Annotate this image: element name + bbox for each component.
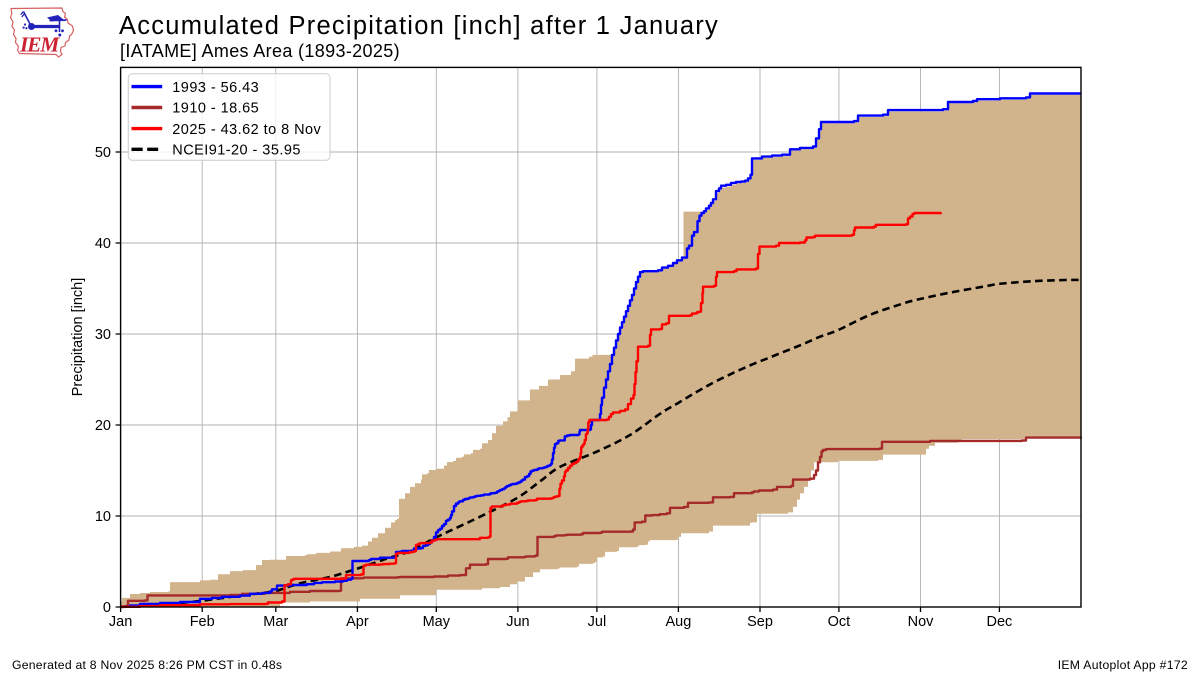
svg-text:Feb: Feb (190, 614, 215, 630)
svg-text:2025 - 43.62 to 8 Nov: 2025 - 43.62 to 8 Nov (172, 122, 321, 138)
svg-text:IEM: IEM (19, 33, 60, 57)
svg-text:NCEI91-20 - 35.95: NCEI91-20 - 35.95 (172, 143, 301, 159)
svg-text:10: 10 (95, 509, 111, 525)
svg-text:Precipitation [inch]: Precipitation [inch] (70, 278, 86, 396)
svg-text:Dec: Dec (987, 614, 1013, 630)
svg-text:50: 50 (95, 145, 111, 161)
svg-text:Jul: Jul (588, 614, 607, 630)
svg-text:1993 - 56.43: 1993 - 56.43 (172, 80, 259, 96)
svg-text:Aug: Aug (665, 614, 691, 630)
svg-text:Apr: Apr (346, 614, 369, 630)
svg-text:Generated at 8 Nov 2025 8:26 P: Generated at 8 Nov 2025 8:26 PM CST in 0… (12, 658, 282, 672)
svg-text:Mar: Mar (263, 614, 288, 630)
svg-text:[IATAME] Ames Area (1893-2025): [IATAME] Ames Area (1893-2025) (120, 41, 400, 61)
svg-text:1910 - 18.65: 1910 - 18.65 (172, 101, 259, 117)
svg-text:Oct: Oct (828, 614, 851, 630)
svg-text:40: 40 (95, 236, 111, 252)
svg-text:Accumulated Precipitation [inc: Accumulated Precipitation [inch] after 1… (119, 12, 719, 40)
svg-text:Sep: Sep (747, 614, 773, 630)
svg-text:0: 0 (103, 600, 111, 616)
svg-text:Jun: Jun (506, 614, 529, 630)
svg-text:30: 30 (95, 327, 111, 343)
svg-text:20: 20 (95, 418, 111, 434)
svg-text:May: May (423, 614, 451, 630)
svg-text:IEM Autoplot App #172: IEM Autoplot App #172 (1058, 658, 1188, 672)
svg-text:Jan: Jan (109, 614, 132, 630)
svg-text:Nov: Nov (908, 614, 935, 630)
